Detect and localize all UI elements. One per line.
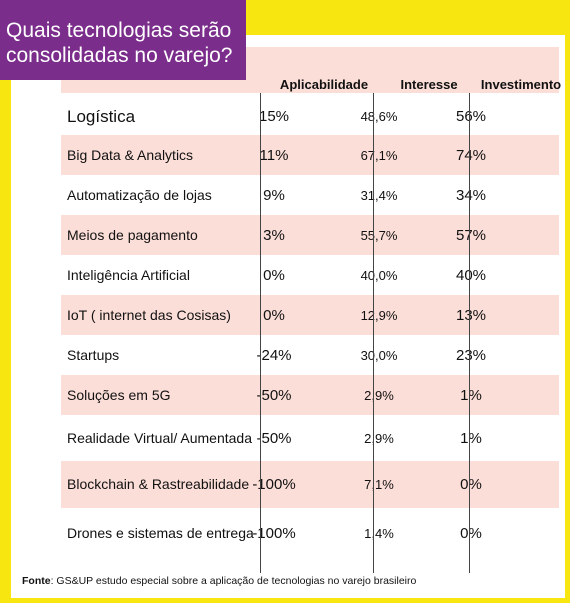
row-label: Startups <box>67 346 120 363</box>
footnote-text: : GS&UP estudo especial sobre a aplicaçã… <box>50 575 417 587</box>
table-row: Drones e sistemas de entrega -100% 1,4% 0% <box>61 508 559 558</box>
cell-interesse: 55,7% <box>360 227 398 243</box>
column-divider <box>373 93 374 573</box>
chart-title: Quais tecnologias serão consolidadas no … <box>0 0 246 80</box>
header-interesse: Interesse <box>400 77 458 92</box>
cell-interesse: 31,4% <box>360 187 398 203</box>
cell-aplicabilidade: 0% <box>263 266 285 284</box>
table-row: Logística 15% 48,6% 56% <box>61 97 559 135</box>
cell-interesse: 7,1% <box>364 477 394 492</box>
cell-interesse: 2,9% <box>364 430 394 446</box>
cell-interesse: 48,6% <box>360 108 398 124</box>
cell-aplicabilidade: -50% <box>256 386 292 404</box>
table-row: Big Data & Analytics 11% 67,1% 74% <box>61 135 559 175</box>
column-divider <box>260 93 261 573</box>
row-label: Drones e sistemas de entrega <box>67 524 254 541</box>
header-aplicabilidade: Aplicabilidade <box>279 77 369 92</box>
cell-interesse: 2,9% <box>364 387 394 403</box>
table-row: Inteligência Artificial 0% 40,0% 40% <box>61 255 559 295</box>
table-row: Blockchain & Rastreabilidade -100% 7,1% 0% <box>61 461 559 508</box>
footnote-label: Fonte <box>22 575 51 587</box>
cell-investimento: 56% <box>455 107 487 125</box>
cell-interesse: 12,9% <box>360 307 398 323</box>
row-label: Soluções em 5G <box>67 386 171 403</box>
row-label: IoT ( internet das Cosisas) <box>67 306 231 323</box>
cell-investimento: 1% <box>460 386 482 404</box>
cell-investimento: 34% <box>455 186 487 204</box>
table-panel: Aplicabilidade Interesse Investimento Lo… <box>11 35 565 598</box>
cell-investimento: 13% <box>455 306 487 324</box>
cell-aplicabilidade: -50% <box>256 429 292 447</box>
table-row: Automatização de lojas 9% 31,4% 34% <box>61 175 559 215</box>
row-label: Meios de pagamento <box>67 226 198 243</box>
cell-aplicabilidade: 9% <box>263 186 285 204</box>
table-row: Realidade Virtual/ Aumentada -50% 2,9% 1% <box>61 415 559 461</box>
cell-interesse: 40,0% <box>360 267 398 283</box>
row-label: Blockchain & Rastreabilidade <box>67 476 250 492</box>
table-row: Meios de pagamento 3% 55,7% 57% <box>61 215 559 255</box>
table-row: Startups -24% 30,0% 23% <box>61 335 559 375</box>
table-row: IoT ( internet das Cosisas) 0% 12,9% 13% <box>61 295 559 335</box>
cell-investimento: 23% <box>455 346 487 364</box>
row-label: Realidade Virtual/ Aumentada <box>67 429 252 446</box>
cell-investimento: 0% <box>460 524 482 542</box>
cell-aplicabilidade: 3% <box>263 226 285 244</box>
table-row: Soluções em 5G -50% 2,9% 1% <box>61 375 559 415</box>
row-label: Big Data & Analytics <box>67 146 194 163</box>
cell-interesse: 30,0% <box>360 347 398 363</box>
cell-investimento: 57% <box>455 226 487 244</box>
cell-investimento: 0% <box>460 476 482 493</box>
cell-interesse: 67,1% <box>360 147 398 163</box>
column-divider <box>469 93 470 573</box>
row-label: Logística <box>67 106 136 126</box>
cell-aplicabilidade: -100% <box>252 524 296 542</box>
cell-investimento: 74% <box>455 146 487 164</box>
cell-aplicabilidade: 0% <box>263 306 285 324</box>
cell-interesse: 1,4% <box>364 525 394 541</box>
row-label: Automatização de lojas <box>67 186 212 203</box>
cell-investimento: 1% <box>460 429 482 447</box>
cell-aplicabilidade: 11% <box>259 146 289 164</box>
cell-aplicabilidade: 15% <box>258 107 290 125</box>
footnote: Fonte: GS&UP estudo especial sobre a apl… <box>22 575 416 587</box>
cell-investimento: 40% <box>455 266 487 284</box>
cell-aplicabilidade: -24% <box>256 346 292 364</box>
cell-aplicabilidade: -100% <box>252 476 296 493</box>
row-label: Inteligência Artificial <box>67 266 190 283</box>
header-investimento: Investimento <box>480 77 562 92</box>
